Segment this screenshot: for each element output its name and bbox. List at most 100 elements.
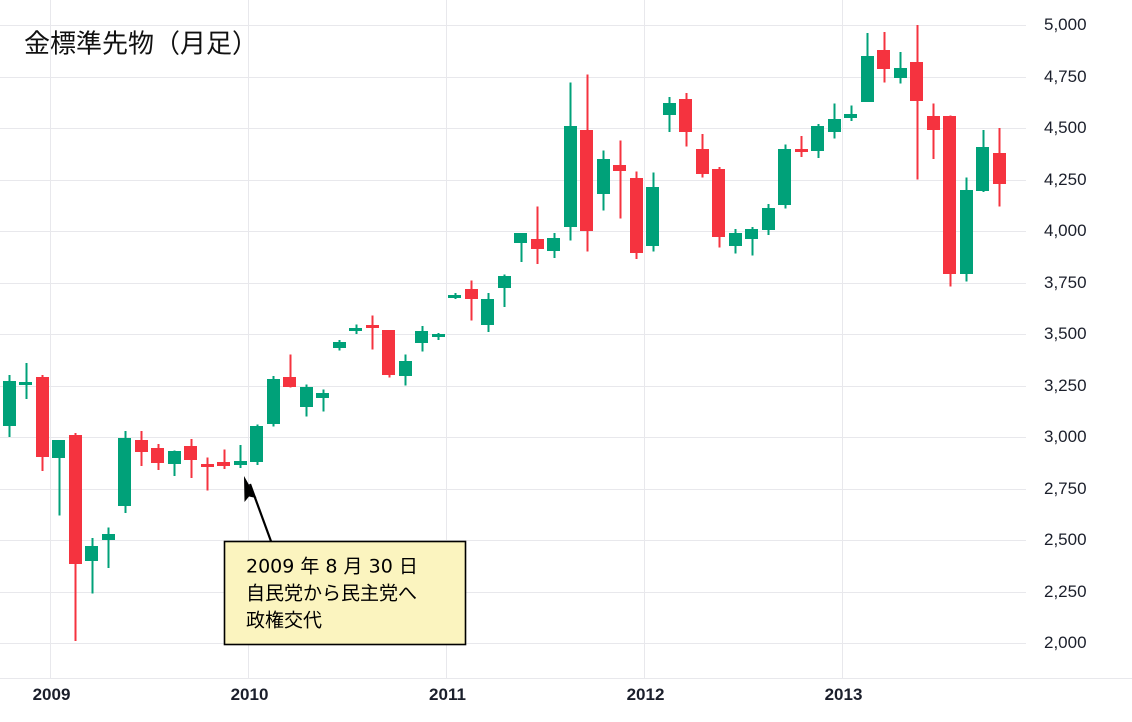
candle-body: [201, 464, 214, 467]
candle: [234, 445, 247, 468]
candle: [927, 103, 940, 159]
candle-series: [3, 25, 1006, 641]
candle: [69, 432, 82, 641]
candle: [333, 340, 346, 351]
page-title: 金標準先物（月足）: [24, 30, 258, 60]
y-axis-tick-label: 3,250: [1044, 376, 1087, 395]
candle: [316, 389, 329, 412]
candle: [36, 375, 49, 471]
candle-body: [250, 426, 263, 462]
candle: [531, 206, 544, 264]
candle: [729, 228, 742, 254]
candle: [432, 332, 445, 341]
candle: [976, 130, 989, 192]
candle: [217, 449, 230, 469]
candle-body: [151, 448, 164, 463]
candle: [184, 439, 197, 479]
candle: [894, 51, 907, 84]
candle: [399, 354, 412, 386]
candle-body: [844, 114, 857, 118]
y-axis-labels: 5,000 4,750 4,500 4,250 4,000 3,750 3,500 3,250…: [1044, 15, 1087, 652]
annotation-arrow-head: [244, 476, 257, 502]
candle-body: [36, 377, 49, 457]
candle-body: [795, 149, 808, 152]
candle: [151, 444, 164, 470]
annotation-box: [223, 540, 467, 646]
candle-body: [861, 56, 874, 102]
candle-body: [613, 165, 626, 171]
candle-body: [960, 190, 973, 274]
x-axis-tick-label: 2011: [429, 685, 466, 704]
candle: [564, 82, 577, 241]
candle-body: [52, 440, 65, 458]
candle-body: [712, 169, 725, 237]
candle-body: [399, 361, 412, 376]
candle-body: [498, 276, 511, 288]
candle: [828, 103, 841, 139]
candle: [448, 292, 461, 299]
candle-body: [630, 178, 643, 253]
candle: [118, 430, 131, 514]
candle-body: [217, 462, 230, 466]
candle-body: [69, 435, 82, 564]
candle-body: [564, 126, 577, 227]
candle: [861, 33, 874, 102]
candle: [52, 440, 65, 516]
candle-body: [267, 379, 280, 424]
candle: [580, 74, 593, 252]
candle: [613, 140, 626, 219]
candle-body: [993, 153, 1006, 184]
candle: [135, 430, 148, 466]
candle: [679, 92, 692, 147]
candle-body: [778, 149, 791, 205]
candle: [943, 115, 956, 287]
x-axis-tick-label: 2012: [627, 685, 665, 704]
candle: [712, 167, 725, 248]
candle: [168, 450, 181, 477]
candle-body: [415, 331, 428, 343]
y-axis-tick-label: 2,250: [1044, 582, 1087, 601]
candle-body: [927, 116, 940, 130]
candle-body: [102, 534, 115, 540]
candle-body: [547, 238, 560, 251]
candle: [19, 362, 32, 399]
candle: [85, 537, 98, 594]
candle-body: [3, 381, 16, 426]
candle: [3, 375, 16, 437]
candle: [514, 233, 527, 262]
y-axis-tick-label: 2,500: [1044, 530, 1087, 549]
candle: [696, 134, 709, 178]
candle-body: [762, 208, 775, 230]
candle-body: [976, 147, 989, 191]
candle: [201, 457, 214, 491]
y-axis-tick-label: 3,750: [1044, 273, 1087, 292]
y-axis-tick-label: 3,000: [1044, 427, 1087, 446]
annotation-line-2: 自民党から民主党へ: [246, 583, 417, 605]
candle-body: [432, 334, 445, 337]
y-axis-tick-label: 3,500: [1044, 324, 1087, 343]
candle-body: [465, 289, 478, 299]
candle-body: [679, 99, 692, 132]
candle: [844, 105, 857, 121]
candle: [630, 171, 643, 259]
y-axis-tick-label: 4,500: [1044, 118, 1087, 137]
candle: [349, 324, 362, 334]
candle: [597, 150, 610, 211]
candle-body: [597, 159, 610, 194]
y-gridlines: [0, 25, 1026, 644]
candle: [465, 280, 478, 321]
y-axis-tick-label: 4,250: [1044, 170, 1087, 189]
candle: [663, 97, 676, 133]
candle-body: [514, 233, 527, 243]
candle-body: [481, 299, 494, 325]
y-axis-tick-label: 4,750: [1044, 67, 1087, 86]
candle: [102, 527, 115, 568]
candle-body: [333, 342, 346, 348]
candle-body: [85, 546, 98, 561]
candle: [993, 128, 1006, 207]
y-axis-tick-label: 2,750: [1044, 479, 1087, 498]
x-axis-tick-label: 2013: [825, 685, 863, 704]
candle-body: [663, 103, 676, 115]
